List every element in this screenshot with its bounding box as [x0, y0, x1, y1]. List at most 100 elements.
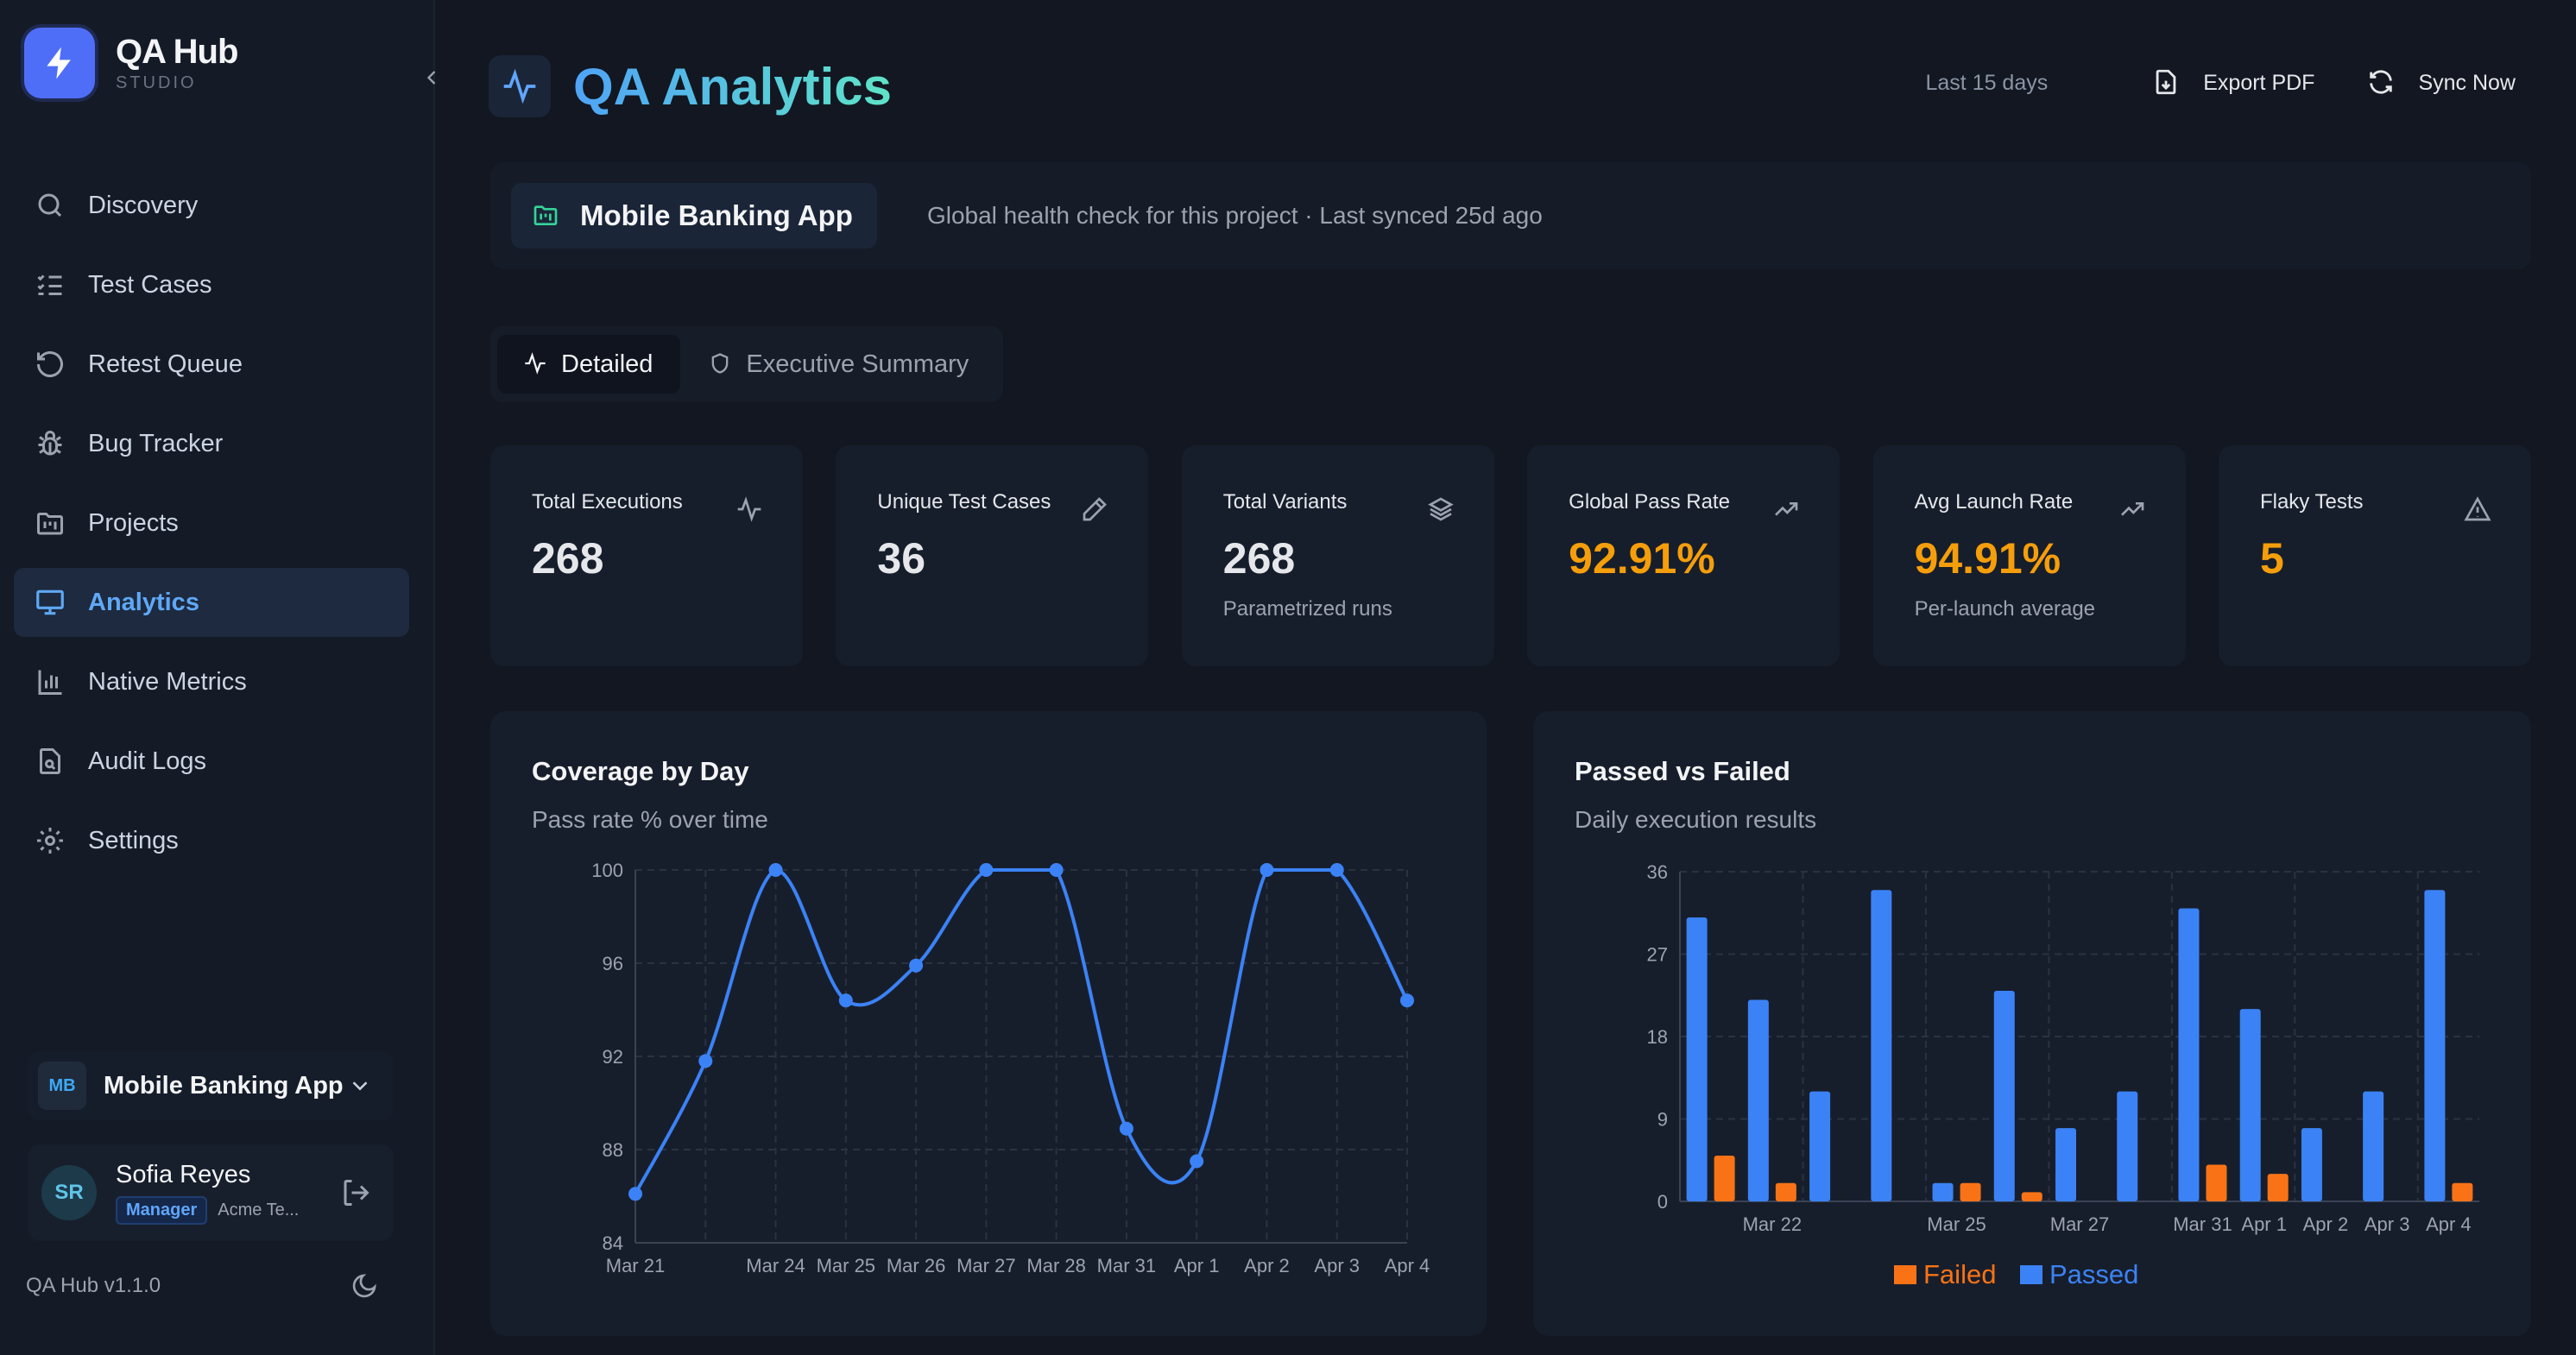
x-tick-label: Apr 1 — [1174, 1255, 1220, 1276]
stat-value: 36 — [877, 534, 926, 583]
stat-value: 268 — [1222, 534, 1296, 583]
activity-icon — [736, 495, 763, 523]
bar-failed — [1960, 1182, 1981, 1201]
bar-passed — [2301, 1128, 2322, 1201]
stat-card-total-executions: Total Executions 268 — [490, 445, 803, 666]
project-description: Global health check for this project · L… — [926, 202, 1543, 229]
user-card: SR Sofia Reyes Manager Acme Te... — [28, 1144, 394, 1241]
data-point — [1190, 1154, 1204, 1169]
stat-label: Total Variants — [1222, 490, 1348, 514]
stat-label: Avg Launch Rate — [1914, 490, 2074, 514]
chart-subtitle: Pass rate % over time — [532, 806, 768, 833]
stat-card-avg-launch-rate: Avg Launch Rate 94.91% Per-launch averag… — [1872, 445, 2186, 666]
bar-passed — [2117, 1091, 2138, 1201]
coverage-line-chart: 84 88 92 96 100 Mar 21 Mar 24 Mar 25 Mar 26 Mar 2… — [591, 860, 1430, 1276]
project-badge: MB — [38, 1062, 86, 1110]
passed-failed-bar-chart: 0 9 18 27 36 Mar 22 Mar 25 Mar 27 Mar 31 Apr 1 Apr… — [1647, 861, 2479, 1289]
sidebar-item-analytics[interactable]: Analytics — [14, 568, 409, 637]
sidebar-item-label: Audit Logs — [88, 747, 207, 775]
chart-title: Coverage by Day — [532, 756, 749, 786]
stat-card-unique-test-cases: Unique Test Cases 36 — [836, 445, 1149, 666]
lightning-logo-icon — [24, 28, 95, 98]
project-header-bar: Mobile Banking App Global health check f… — [490, 162, 2531, 269]
x-tick-label: Mar 22 — [1743, 1213, 1802, 1235]
sidebar-item-label: Test Cases — [88, 270, 212, 299]
shield-icon — [708, 351, 734, 377]
bar-failed — [2206, 1164, 2227, 1201]
monitor-icon — [33, 585, 67, 620]
bug-icon — [33, 426, 67, 461]
sidebar: QA Hub STUDIO Discovery Test Cases Retes… — [0, 0, 436, 1355]
sidebar-item-label: Bug Tracker — [88, 429, 224, 457]
data-point — [838, 993, 853, 1008]
bar-failed — [2021, 1192, 2042, 1201]
chart-legend: Failed Passed — [1894, 1259, 2138, 1289]
collapse-sidebar-chevron-left-icon[interactable] — [420, 66, 444, 90]
stat-subtext: Parametrized runs — [1222, 597, 1392, 621]
y-tick-label: 92 — [603, 1046, 623, 1068]
tab-detailed[interactable]: Detailed — [497, 335, 681, 394]
y-tick-label: 100 — [591, 860, 623, 881]
tab-label: Executive Summary — [746, 350, 969, 378]
stats-row: Total Executions 268 Unique Test Cases 3… — [490, 445, 2531, 666]
project-chip[interactable]: Mobile Banking App — [511, 183, 877, 249]
brand[interactable]: QA Hub STUDIO — [24, 28, 238, 98]
main-content: QA Analytics Last 15 days Export PDF Syn… — [437, 0, 2576, 1355]
brand-name: QA Hub — [116, 33, 238, 71]
bar-passed — [2239, 1009, 2261, 1201]
stat-label: Unique Test Cases — [877, 490, 1051, 514]
coverage-by-day-card: 84 88 92 96 100 Mar 21 Mar 24 Mar 25 Mar 26 Mar 2… — [490, 711, 1487, 1336]
sync-now-button[interactable]: Sync Now — [2366, 67, 2516, 98]
sidebar-item-retest-queue[interactable]: Retest Queue — [14, 330, 409, 399]
y-tick-label: 9 — [1657, 1109, 1668, 1131]
sidebar-item-label: Settings — [88, 826, 179, 854]
moon-icon[interactable] — [350, 1272, 382, 1303]
x-tick-label: Mar 28 — [1026, 1255, 1085, 1276]
y-tick-label: 36 — [1647, 861, 1668, 883]
data-point — [768, 863, 783, 877]
tab-executive-summary[interactable]: Executive Summary — [680, 335, 996, 394]
refresh-icon — [2366, 67, 2397, 98]
export-pdf-button[interactable]: Export PDF — [2151, 67, 2314, 98]
logout-icon[interactable] — [340, 1177, 371, 1208]
chart-grid — [635, 869, 1408, 1244]
chart-grid — [1679, 871, 2479, 1202]
view-tabs: Detailed Executive Summary — [490, 326, 1004, 402]
x-tick-label: Apr 3 — [2364, 1213, 2410, 1235]
series-line-pass-rate — [634, 867, 1409, 1195]
sidebar-item-settings[interactable]: Settings — [14, 806, 409, 875]
data-point — [1049, 863, 1064, 877]
tab-label: Detailed — [561, 350, 653, 378]
data-point — [979, 863, 994, 877]
bar-failed — [1775, 1182, 1796, 1201]
stat-value: 5 — [2259, 534, 2284, 583]
date-range-label[interactable]: Last 15 days — [1925, 70, 2049, 95]
project-switcher[interactable]: MB Mobile Banking App — [28, 1051, 394, 1120]
app-version: QA Hub v1.1.0 — [26, 1274, 161, 1297]
x-tick-label: Mar 25 — [817, 1255, 875, 1276]
y-tick-label: 96 — [603, 953, 623, 974]
trending-up-icon — [2118, 495, 2146, 523]
file-download-icon — [2151, 67, 2182, 98]
x-tick-label: Apr 2 — [2303, 1213, 2349, 1235]
sidebar-item-audit-logs[interactable]: Audit Logs — [14, 727, 409, 796]
avatar[interactable]: SR — [41, 1165, 97, 1220]
bar-passed — [2178, 908, 2200, 1201]
gear-icon — [33, 823, 67, 858]
sidebar-item-bug-tracker[interactable]: Bug Tracker — [14, 409, 409, 478]
bar-passed — [1993, 990, 2015, 1201]
bar-failed — [2267, 1174, 2289, 1201]
stat-label: Flaky Tests — [2259, 490, 2364, 514]
rotate-ccw-icon — [33, 347, 67, 381]
bar-passed — [1871, 890, 1892, 1201]
sidebar-item-projects[interactable]: Projects — [14, 488, 409, 558]
sidebar-item-test-cases[interactable]: Test Cases — [14, 250, 409, 319]
sidebar-item-discovery[interactable]: Discovery — [14, 171, 409, 240]
passed-vs-failed-card: 0 9 18 27 36 Mar 22 Mar 25 Mar 27 Mar 31 Apr 1 Apr… — [1533, 711, 2531, 1336]
sidebar-item-label: Native Metrics — [88, 667, 247, 696]
list-checks-icon — [33, 268, 67, 302]
activity-icon — [523, 351, 549, 377]
role-badge: Manager — [116, 1196, 208, 1225]
sidebar-item-native-metrics[interactable]: Native Metrics — [14, 647, 409, 716]
folder-chart-icon — [532, 201, 561, 230]
